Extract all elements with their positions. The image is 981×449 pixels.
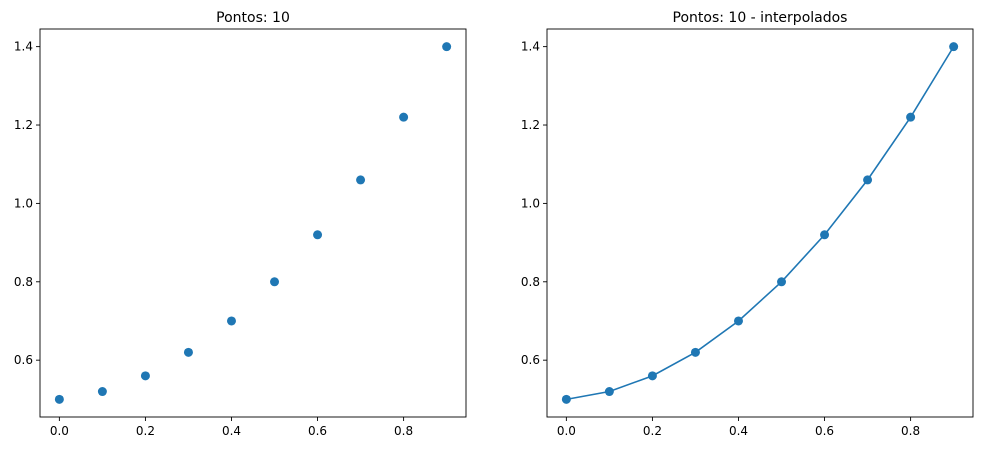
- data-point: [313, 230, 323, 240]
- data-point: [647, 371, 657, 381]
- data-point: [54, 394, 64, 404]
- data-point: [604, 387, 614, 397]
- x-tick-label: 0.4: [222, 424, 241, 438]
- data-point: [561, 394, 571, 404]
- x-tick-label: 0.8: [394, 424, 413, 438]
- data-point: [226, 316, 236, 326]
- data-point: [399, 112, 409, 122]
- y-tick-label: 0.6: [14, 353, 33, 367]
- data-point: [906, 112, 916, 122]
- x-tick-label: 0.2: [136, 424, 155, 438]
- axes-frame: [39, 28, 467, 418]
- y-tick-label: 0.8: [14, 275, 33, 289]
- x-tick-label: 0.0: [557, 424, 576, 438]
- chart-title: Pontos: 10 - interpolados: [673, 10, 848, 26]
- x-tick-label: 0.8: [901, 424, 920, 438]
- data-point: [140, 371, 150, 381]
- y-tick-label: 1.0: [521, 196, 540, 210]
- data-point: [97, 387, 107, 397]
- x-tick-label: 0.2: [643, 424, 662, 438]
- data-point: [183, 347, 193, 357]
- data-point: [690, 347, 700, 357]
- data-point: [270, 277, 280, 287]
- y-tick-label: 1.0: [14, 196, 33, 210]
- y-tick-label: 0.6: [521, 353, 540, 367]
- data-point: [442, 42, 452, 52]
- data-point: [733, 316, 743, 326]
- x-tick-label: 0.6: [815, 424, 834, 438]
- data-point: [777, 277, 787, 287]
- data-point: [356, 175, 366, 185]
- y-tick-label: 1.2: [14, 118, 33, 132]
- y-tick-label: 1.4: [521, 40, 540, 54]
- data-point: [949, 42, 959, 52]
- x-tick-label: 0.0: [50, 424, 69, 438]
- data-point: [863, 175, 873, 185]
- y-tick-label: 1.2: [521, 118, 540, 132]
- axes-frame: [546, 28, 974, 418]
- x-tick-label: 0.4: [729, 424, 748, 438]
- x-tick-label: 0.6: [308, 424, 327, 438]
- left-scatter-panel: Pontos: 10 0.0 0.2 0.4 0.6 0.8 0.6 0.8 1.0 1.2 1.4: [14, 10, 467, 438]
- data-point: [820, 230, 830, 240]
- right-interpolated-panel: Pontos: 10 - interpolados 0.0 0.2 0.4 0.6 0.8…: [521, 10, 974, 438]
- series-line: [566, 46, 955, 401]
- y-tick-label: 1.4: [14, 40, 33, 54]
- chart-title: Pontos: 10: [216, 10, 290, 26]
- y-tick-label: 0.8: [521, 275, 540, 289]
